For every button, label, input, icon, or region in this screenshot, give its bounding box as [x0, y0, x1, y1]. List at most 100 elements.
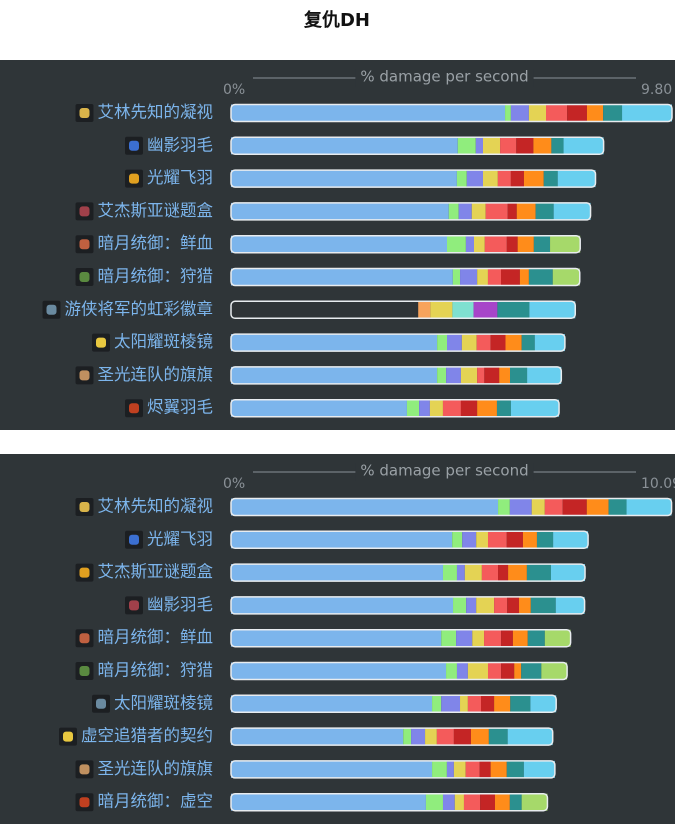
category-label: 烬翼羽毛	[147, 398, 213, 417]
bar-segment	[231, 498, 499, 516]
bar-segment	[463, 793, 481, 811]
category-label: 光耀飞羽	[147, 168, 213, 187]
bar-outline	[230, 661, 568, 681]
bar-segment	[563, 137, 604, 155]
bar-segment	[480, 793, 495, 811]
category-label: 暗月统御：狩猎	[98, 661, 214, 680]
bar-segment	[456, 662, 468, 680]
bar-segment	[452, 268, 461, 286]
bar-outline	[230, 563, 586, 582]
bar-segment	[231, 564, 443, 582]
bar-segment	[462, 531, 477, 549]
bar-segment	[231, 268, 453, 286]
axis-label-bg	[355, 69, 534, 87]
bar-segment	[403, 728, 412, 746]
bar-segment	[516, 137, 534, 155]
item-icon-glyph	[46, 304, 57, 315]
bar-segment	[501, 629, 513, 647]
bar-outline	[230, 202, 592, 221]
bar-segment	[432, 695, 442, 713]
bar-segment	[441, 629, 457, 647]
page-title: 复仇DH	[303, 9, 370, 31]
bar-segment	[626, 498, 672, 516]
bar-segment	[517, 235, 534, 253]
bar-segment	[446, 662, 457, 680]
x-tick-label: 9.80	[641, 82, 672, 98]
bar-segment	[231, 235, 447, 253]
bar-segment	[505, 334, 522, 352]
bar-segment	[557, 170, 596, 188]
bar-outline	[230, 694, 557, 714]
bar-segment	[231, 629, 442, 647]
bar-segment	[231, 170, 457, 188]
bar-segment	[487, 662, 502, 680]
bar-segment	[481, 564, 499, 582]
bar-segment	[487, 531, 507, 549]
bar-segment	[448, 202, 459, 220]
bar-segment	[231, 662, 447, 680]
bar-segment	[437, 366, 447, 384]
bar-segment	[501, 662, 515, 680]
bar-segment	[442, 399, 461, 417]
bar-outline	[230, 136, 605, 156]
bar-segment	[501, 268, 520, 286]
bar-segment	[519, 596, 531, 614]
bar-segment	[446, 366, 461, 384]
bar-segment	[544, 498, 563, 516]
chart: % damage per second 0% 9.80 艾林先知的凝视幽影羽毛光耀飞羽…	[42, 68, 673, 418]
bar-segment	[231, 399, 407, 417]
bar-segment	[523, 170, 544, 188]
item-icon-glyph	[79, 633, 90, 644]
bar-segment	[528, 104, 546, 122]
category-label: 太阳耀斑棱镜	[114, 332, 213, 351]
bar-segment	[529, 301, 576, 319]
item-icon-glyph	[79, 108, 90, 118]
bar-segment	[430, 301, 453, 319]
bar-segment	[509, 793, 522, 811]
bar-segment	[476, 334, 491, 352]
bar-segment	[528, 268, 553, 286]
item-icon-glyph	[79, 370, 90, 381]
bar-segment	[488, 728, 508, 746]
bar-segment	[552, 268, 580, 286]
bar-outline	[230, 530, 589, 550]
bar-segment	[231, 202, 449, 220]
item-icon-glyph	[79, 239, 90, 250]
bar-segment	[510, 366, 528, 384]
bar-segment	[231, 531, 453, 549]
bar-segment	[586, 104, 604, 122]
bar-segment	[586, 498, 609, 516]
bar-segment	[543, 170, 558, 188]
bar-segment	[473, 301, 498, 319]
bar-outline	[230, 103, 673, 123]
bar-segment	[429, 399, 443, 417]
bar-segment	[453, 760, 466, 778]
bar-segment	[498, 564, 509, 582]
bar-segment	[418, 301, 431, 319]
bar-segment	[447, 334, 462, 352]
category-label: 圣光连队的旗旗	[98, 759, 214, 778]
bar-segment	[231, 137, 458, 155]
bar-segment	[507, 728, 553, 746]
item-icon-glyph	[79, 666, 90, 676]
bar-segment	[622, 104, 672, 122]
item-icon-glyph	[79, 567, 90, 578]
bar-segment	[231, 760, 433, 778]
item-icon-glyph	[129, 534, 139, 545]
bar-outline	[230, 234, 581, 254]
item-icon-glyph	[96, 698, 106, 709]
bar-segment	[467, 662, 488, 680]
bar-segment	[510, 170, 524, 188]
bar-segment	[231, 104, 506, 122]
bar-outline	[230, 497, 673, 517]
bar-segment	[231, 596, 454, 614]
bar-outline	[230, 300, 576, 320]
bar-segment	[497, 301, 530, 319]
bar-segment	[231, 334, 438, 352]
bar-segment	[522, 531, 537, 549]
bar-segment	[437, 334, 447, 352]
category-label: 艾杰斯亚谜题盒	[98, 562, 214, 581]
bar-segment	[508, 564, 527, 582]
bar-segment	[452, 301, 474, 319]
